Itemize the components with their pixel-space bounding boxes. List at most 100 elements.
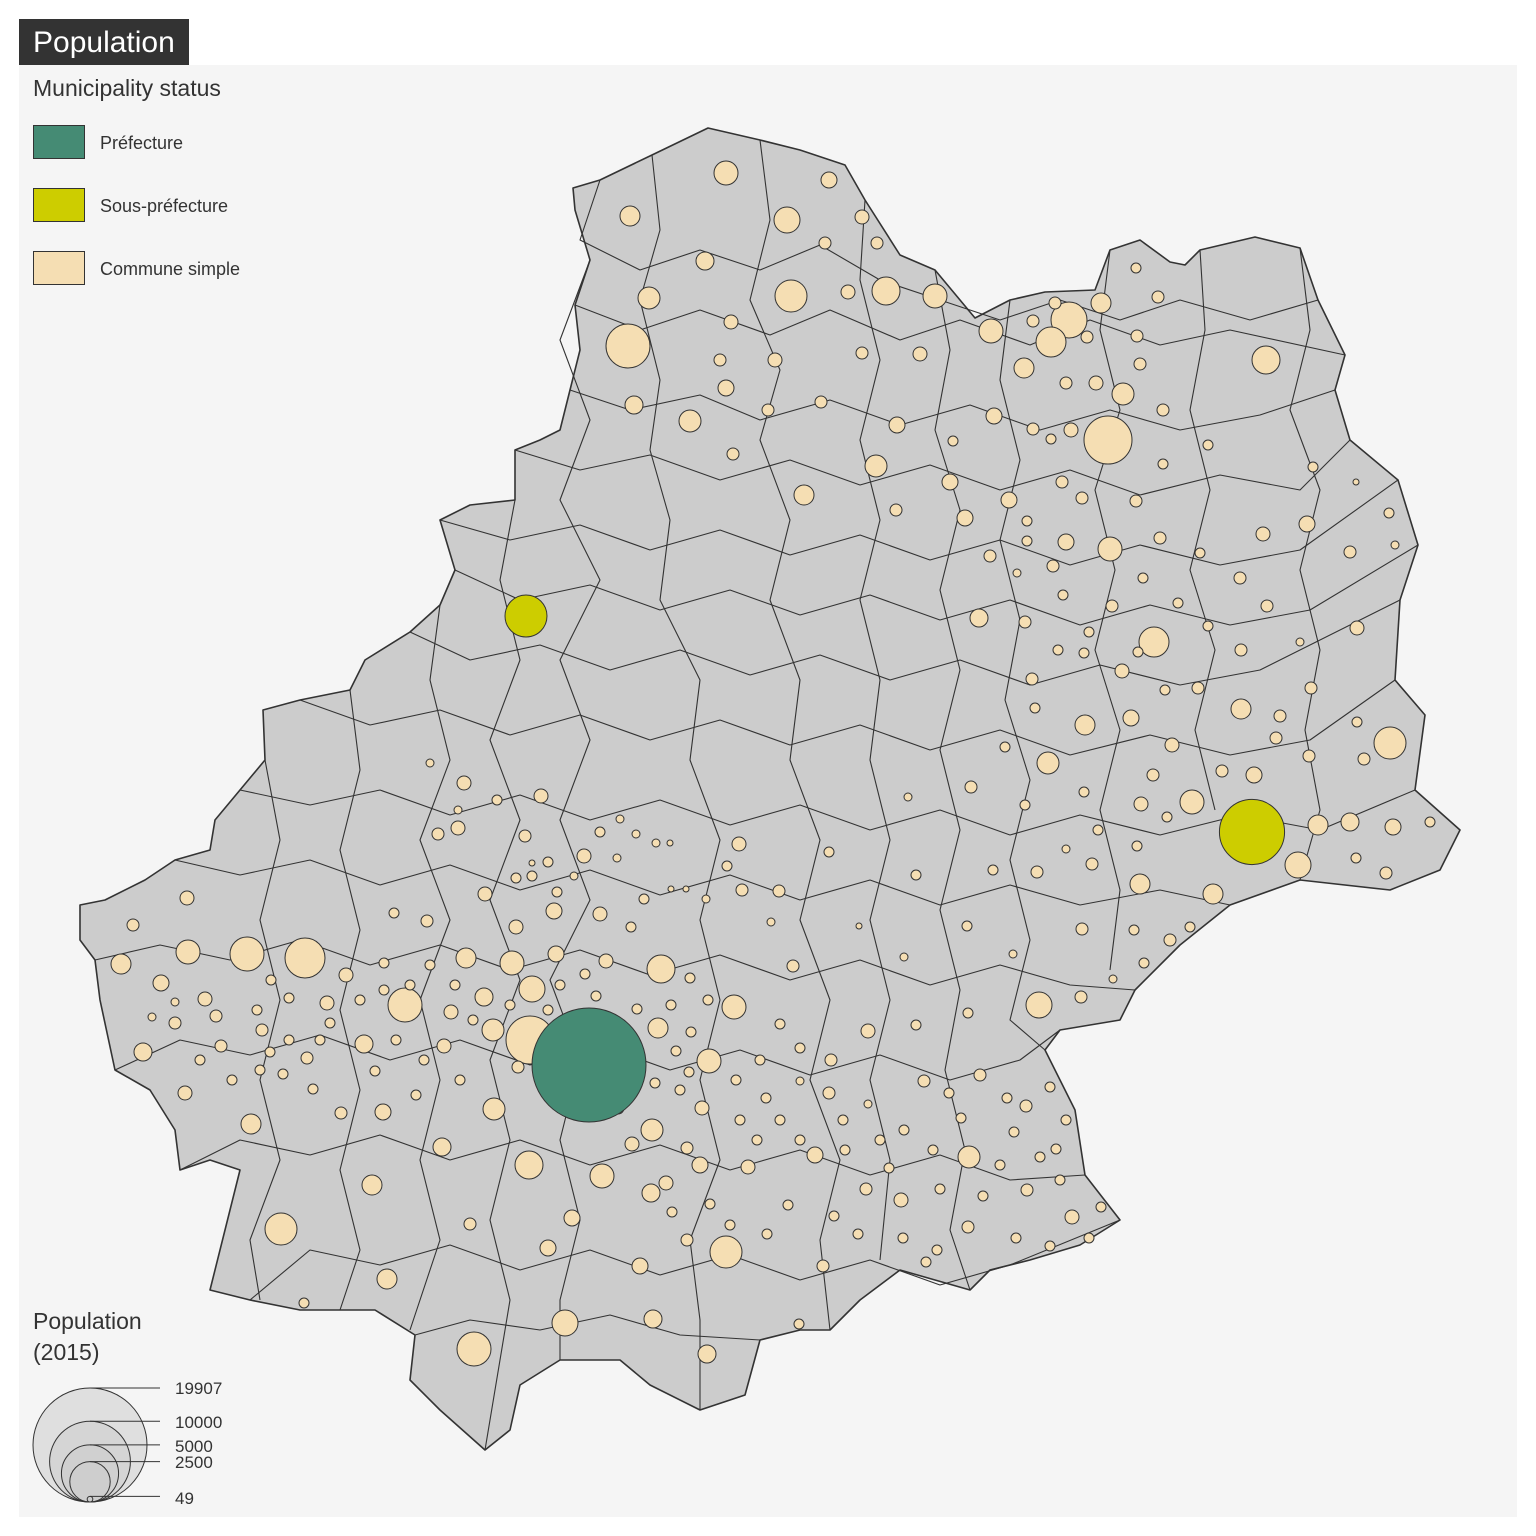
commune-bubble[interactable] bbox=[590, 990, 602, 1002]
commune-bubble[interactable] bbox=[721, 860, 733, 872]
commune-bubble[interactable] bbox=[229, 936, 265, 972]
commune-bubble[interactable] bbox=[782, 1199, 794, 1211]
commune-bubble[interactable] bbox=[1132, 646, 1144, 658]
commune-bubble[interactable] bbox=[1156, 403, 1170, 417]
commune-bubble[interactable] bbox=[1351, 716, 1363, 728]
commune-bubble[interactable] bbox=[387, 987, 423, 1023]
commune-bubble[interactable] bbox=[1074, 990, 1088, 1004]
commune-bubble[interactable] bbox=[754, 1054, 766, 1066]
commune-bubble[interactable] bbox=[1284, 851, 1312, 879]
commune-bubble[interactable] bbox=[822, 1086, 836, 1100]
commune-bubble[interactable] bbox=[1260, 599, 1274, 613]
commune-bubble[interactable] bbox=[941, 473, 959, 491]
commune-bubble[interactable] bbox=[425, 758, 435, 768]
commune-bubble[interactable] bbox=[612, 853, 622, 863]
commune-bubble[interactable] bbox=[934, 1183, 946, 1195]
commune-bubble[interactable] bbox=[1083, 415, 1133, 465]
commune-bubble[interactable] bbox=[786, 959, 800, 973]
commune-bubble[interactable] bbox=[837, 1114, 849, 1126]
commune-bubble[interactable] bbox=[1129, 873, 1151, 895]
commune-bubble[interactable] bbox=[761, 1228, 773, 1240]
commune-bubble[interactable] bbox=[1019, 1099, 1033, 1113]
commune-bubble[interactable] bbox=[839, 1144, 851, 1156]
commune-bubble[interactable] bbox=[598, 953, 614, 969]
commune-bubble[interactable] bbox=[474, 987, 494, 1007]
commune-bubble[interactable] bbox=[1129, 494, 1143, 508]
commune-bubble[interactable] bbox=[1001, 1092, 1013, 1104]
commune-bubble[interactable] bbox=[1233, 571, 1247, 585]
commune-bubble[interactable] bbox=[1083, 1232, 1095, 1244]
commune-bubble[interactable] bbox=[624, 1136, 640, 1152]
commune-bubble[interactable] bbox=[697, 1344, 717, 1364]
commune-bubble[interactable] bbox=[1295, 637, 1305, 647]
commune-bubble[interactable] bbox=[1044, 1081, 1056, 1093]
commune-bubble[interactable] bbox=[463, 1217, 477, 1231]
commune-bubble[interactable] bbox=[1018, 615, 1032, 629]
commune-bubble[interactable] bbox=[870, 236, 884, 250]
commune-bubble[interactable] bbox=[1307, 814, 1329, 836]
commune-bubble[interactable] bbox=[731, 836, 747, 852]
commune-bubble[interactable] bbox=[723, 314, 739, 330]
commune-bubble[interactable] bbox=[404, 979, 416, 991]
commune-bubble[interactable] bbox=[1026, 422, 1040, 436]
commune-bubble[interactable] bbox=[526, 870, 538, 882]
commune-bubble[interactable] bbox=[1075, 491, 1089, 505]
commune-bubble[interactable] bbox=[1044, 1240, 1056, 1252]
commune-bubble[interactable] bbox=[818, 236, 832, 250]
commune-bubble[interactable] bbox=[194, 1054, 206, 1066]
commune-bubble[interactable] bbox=[283, 1034, 295, 1046]
commune-bubble[interactable] bbox=[855, 346, 869, 360]
commune-bubble[interactable] bbox=[1078, 647, 1090, 659]
commune-bubble[interactable] bbox=[1108, 974, 1118, 984]
commune-bubble[interactable] bbox=[1063, 422, 1079, 438]
commune-bubble[interactable] bbox=[840, 284, 856, 300]
commune-bubble[interactable] bbox=[1114, 663, 1130, 679]
commune-bubble[interactable] bbox=[1019, 799, 1031, 811]
commune-bubble[interactable] bbox=[774, 1018, 786, 1030]
commune-bubble[interactable] bbox=[254, 1064, 266, 1076]
commune-bubble[interactable] bbox=[999, 741, 1011, 753]
commune-bubble[interactable] bbox=[388, 907, 400, 919]
commune-bubble[interactable] bbox=[1057, 589, 1069, 601]
commune-bubble[interactable] bbox=[893, 1192, 909, 1208]
commune-bubble[interactable] bbox=[922, 283, 948, 309]
commune-bubble[interactable] bbox=[133, 1042, 153, 1062]
commune-bubble[interactable] bbox=[378, 957, 390, 969]
commune-bubble[interactable] bbox=[324, 1017, 336, 1029]
commune-bubble[interactable] bbox=[361, 1174, 383, 1196]
commune-bubble[interactable] bbox=[666, 1206, 678, 1218]
commune-bubble[interactable] bbox=[1133, 796, 1149, 812]
commune-bubble[interactable] bbox=[545, 902, 563, 920]
commune-bubble[interactable] bbox=[1075, 922, 1089, 936]
commune-bubble[interactable] bbox=[1090, 292, 1112, 314]
commune-bubble[interactable] bbox=[542, 1004, 554, 1016]
commune-bubble[interactable] bbox=[852, 1228, 864, 1240]
commune-bubble[interactable] bbox=[1054, 1174, 1066, 1186]
commune-bubble[interactable] bbox=[1122, 709, 1140, 727]
commune-bubble[interactable] bbox=[854, 209, 870, 225]
sous-prefecture-bubble[interactable] bbox=[504, 594, 548, 638]
commune-bubble[interactable] bbox=[713, 353, 727, 367]
commune-bubble[interactable] bbox=[1050, 1143, 1062, 1155]
commune-bubble[interactable] bbox=[637, 286, 661, 310]
commune-bubble[interactable] bbox=[651, 838, 661, 848]
commune-bubble[interactable] bbox=[354, 994, 366, 1006]
commune-bubble[interactable] bbox=[1191, 681, 1205, 695]
commune-bubble[interactable] bbox=[864, 454, 888, 478]
commune-bubble[interactable] bbox=[504, 999, 516, 1011]
commune-bubble[interactable] bbox=[1202, 439, 1214, 451]
commune-bubble[interactable] bbox=[255, 1023, 269, 1037]
commune-bubble[interactable] bbox=[551, 886, 563, 898]
commune-bubble[interactable] bbox=[390, 1034, 402, 1046]
commune-bubble[interactable] bbox=[1302, 749, 1316, 763]
commune-bubble[interactable] bbox=[126, 918, 140, 932]
commune-bubble[interactable] bbox=[1074, 714, 1096, 736]
commune-bubble[interactable] bbox=[378, 984, 390, 996]
commune-bubble[interactable] bbox=[774, 279, 808, 313]
commune-bubble[interactable] bbox=[631, 1257, 649, 1275]
commune-bubble[interactable] bbox=[1373, 726, 1407, 760]
commune-bubble[interactable] bbox=[985, 407, 1003, 425]
commune-bubble[interactable] bbox=[432, 1137, 452, 1157]
commune-bubble[interactable] bbox=[456, 1331, 492, 1367]
